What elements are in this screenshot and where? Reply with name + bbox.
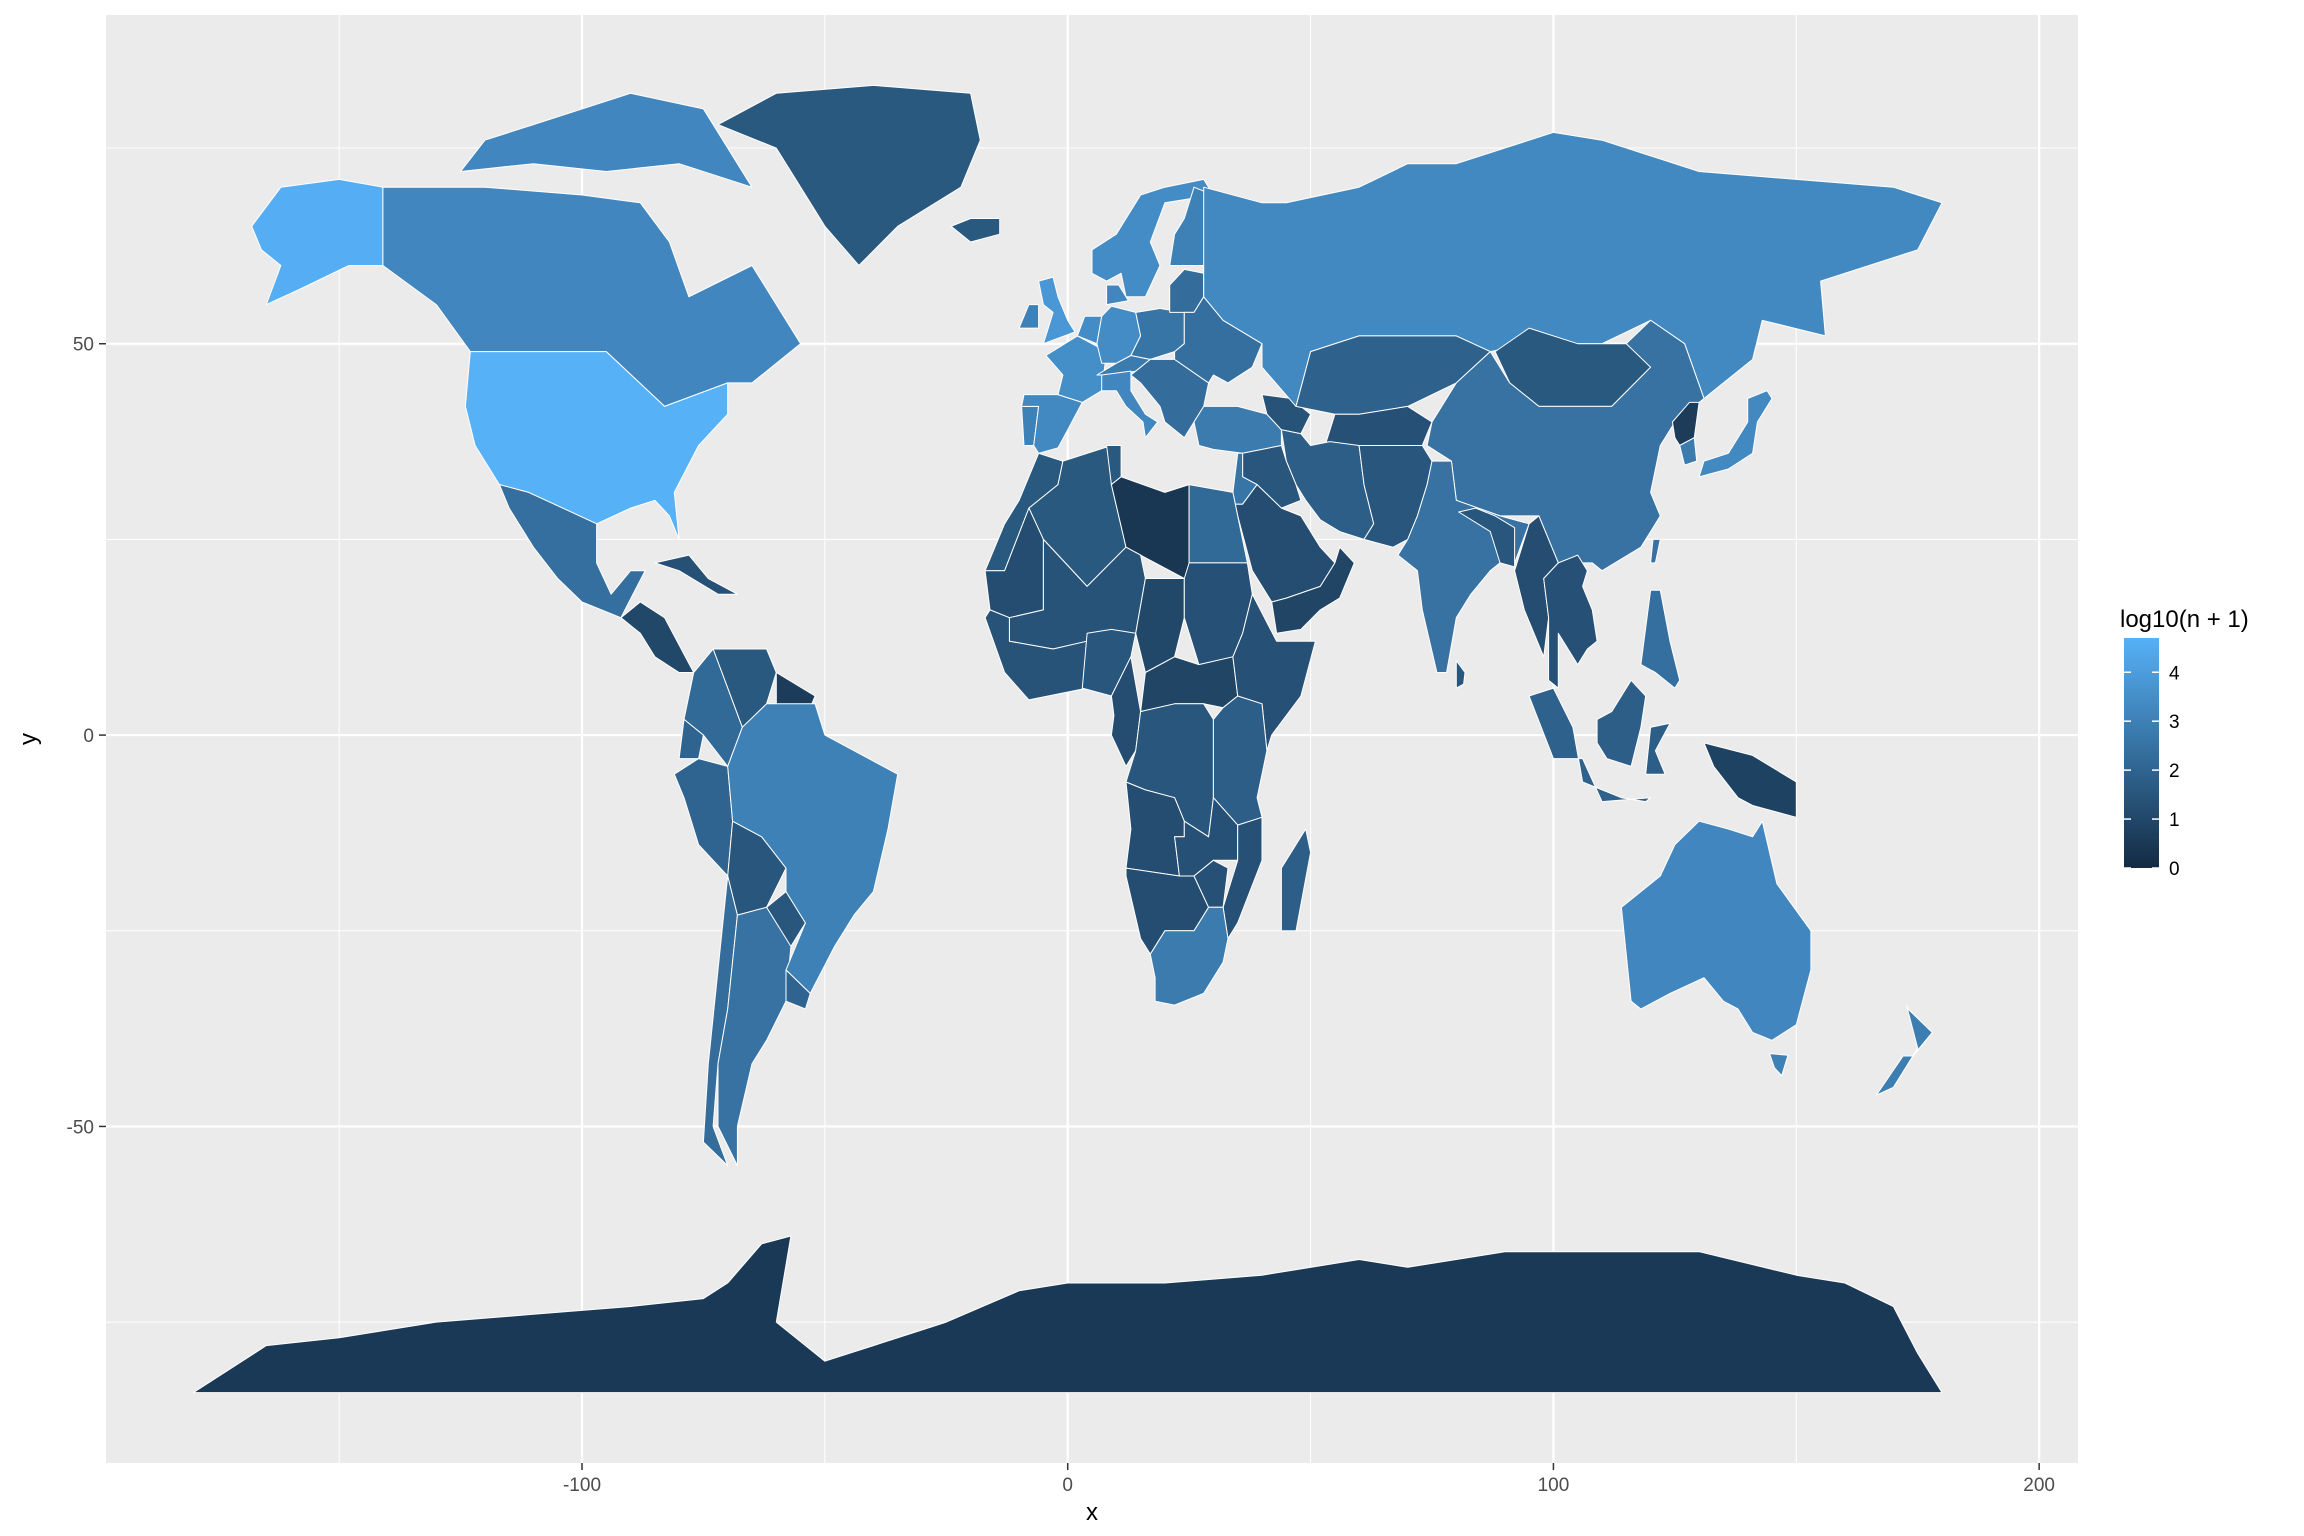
region-argentina [717, 906, 792, 1167]
region-italy [1101, 370, 1159, 439]
y-axis: -50 0 50 [67, 335, 106, 1138]
region-ireland [1018, 304, 1040, 329]
region-tasmania [1769, 1053, 1789, 1077]
region-belarus-ukraine [1174, 296, 1263, 384]
region-sri-lanka [1455, 660, 1466, 689]
region-ecuador [678, 718, 704, 760]
region-united-states [464, 351, 729, 540]
region-zimbabwe [1193, 859, 1229, 908]
legend-colorbar [2124, 638, 2159, 868]
x-tick-label-3: 200 [2023, 1475, 2055, 1496]
y-tick-label-2: 50 [73, 335, 94, 356]
country-regions [192, 84, 1943, 1394]
region-cameroon-gabon [1110, 656, 1142, 767]
region-madagascar [1280, 828, 1312, 932]
legend: log10(n + 1) 0 1 2 3 4 [2120, 606, 2249, 880]
region-alaska [251, 178, 384, 306]
region-greenland [717, 84, 981, 266]
region-canadian-arctic [460, 92, 753, 188]
region-iceland [950, 218, 1001, 243]
region-france [1045, 335, 1108, 403]
region-china [1426, 319, 1705, 572]
region-mexico [498, 484, 646, 619]
region-australia [1620, 820, 1812, 1041]
region-sulawesi [1645, 722, 1671, 775]
x-axis: -100 0 100 200 [563, 1463, 2055, 1496]
region-yemen-oman [1271, 546, 1355, 634]
region-east-africa [1212, 695, 1268, 826]
region-philippines [1640, 589, 1681, 689]
legend-tick-label-0: 0 [2169, 859, 2180, 880]
region-scandinavia [1091, 178, 1214, 298]
legend-tick-label-4: 4 [2169, 663, 2180, 684]
x-axis-title: x [1086, 1499, 1098, 1526]
region-borneo [1596, 679, 1647, 767]
region-japan [1698, 390, 1773, 478]
region-turkey [1193, 405, 1282, 454]
region-antarctica [192, 1235, 1943, 1394]
region-ethiopia-horn [1232, 593, 1316, 752]
region-malaysia-indonesia [1528, 687, 1652, 803]
y-axis-title: y [15, 733, 42, 745]
legend-tick-label-2: 2 [2169, 761, 2180, 782]
region-south-africa [1149, 906, 1229, 1006]
legend-ticks: 0 1 2 3 4 [2124, 663, 2180, 880]
y-tick-label-1: 0 [83, 726, 94, 747]
region-south-korea [1679, 437, 1698, 466]
region-taiwan [1650, 538, 1661, 564]
x-tick-label-0: -100 [563, 1475, 601, 1496]
region-denmark [1106, 284, 1129, 306]
region-bangladesh-nepal [1458, 507, 1516, 568]
region-central-america [620, 601, 695, 673]
region-brazil [727, 703, 899, 994]
region-egypt [1188, 484, 1248, 564]
region-saudi-arabia [1234, 484, 1336, 603]
region-new-zealand [1875, 1004, 1933, 1096]
y-tick-label-0: -50 [67, 1117, 94, 1138]
region-new-guinea [1703, 742, 1797, 818]
x-tick-label-1: 0 [1062, 1475, 1073, 1496]
legend-title: log10(n + 1) [2120, 606, 2249, 633]
legend-tick-label-3: 3 [2169, 712, 2180, 733]
x-tick-label-2: 100 [1538, 1475, 1570, 1496]
region-thailand-indochina [1543, 554, 1598, 689]
legend-tick-label-1: 1 [2169, 810, 2180, 831]
region-mozambique [1222, 816, 1263, 940]
region-great-britain [1038, 276, 1076, 345]
region-caribbean [654, 554, 738, 595]
